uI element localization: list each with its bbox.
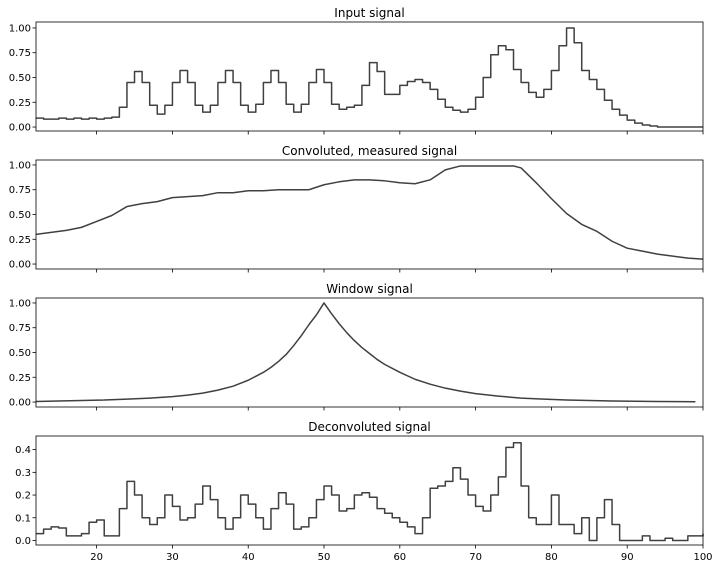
y-tick-label: 1.00	[9, 298, 31, 309]
y-tick-label: 0.3	[15, 468, 31, 479]
y-tick-label: 0.50	[9, 348, 31, 359]
chart-title: Input signal	[334, 6, 404, 20]
y-tick-label: 0.25	[9, 373, 31, 384]
chart-title: Convoluted, measured signal	[282, 144, 457, 158]
x-tick-label: 70	[469, 552, 482, 563]
y-tick-label: 0.0	[15, 536, 31, 547]
y-tick-label: 0.00	[9, 123, 31, 134]
y-tick-label: 0.75	[9, 48, 31, 59]
x-tick-label: 40	[242, 552, 255, 563]
axes-frame	[35, 159, 704, 270]
y-tick-label: 0.4	[15, 445, 31, 456]
chart-panel-3: Window signal 0.00 0.25 0.50 0.75 1.00	[9, 282, 704, 411]
chart-panel-1: Input signal 0.00 0.25 0.50 0.75 1.00	[9, 6, 704, 135]
chart-panel-4: Deconvoluted signal 0.0 0.1 0.2 0.3 0.4 20 30 40…	[15, 420, 712, 563]
x-tick-label: 90	[621, 552, 634, 563]
chart-title: Window signal	[326, 282, 413, 296]
x-tick-label: 20	[90, 552, 103, 563]
y-tick-label: 0.50	[9, 210, 31, 221]
chart-panel-2: Convoluted, measured signal 0.00 0.25 0.50 0…	[9, 144, 704, 273]
series-line-4-1	[36, 442, 704, 542]
axes-frame	[35, 435, 704, 546]
y-tick-label: 0.2	[15, 491, 31, 502]
series-line-3-1	[35, 302, 696, 403]
axes-frame	[35, 297, 704, 408]
axes-frame	[35, 21, 704, 132]
y-tick-label: 0.50	[9, 73, 31, 84]
series-line-2-1	[35, 165, 704, 260]
series-line-1-1	[36, 27, 703, 128]
x-tick-label: 60	[393, 552, 406, 563]
y-tick-label: 0.25	[9, 235, 31, 246]
x-tick-label: 100	[693, 552, 712, 563]
y-tick-label: 1.00	[9, 160, 31, 171]
y-tick-label: 0.75	[9, 323, 31, 334]
y-tick-label: 0.75	[9, 185, 31, 196]
y-tick-label: 0.00	[9, 260, 31, 271]
x-tick-label: 80	[545, 552, 558, 563]
y-tick-label: 1.00	[9, 23, 31, 34]
x-tick-label: 30	[166, 552, 179, 563]
y-tick-label: 0.1	[15, 513, 31, 524]
y-tick-label: 0.25	[9, 98, 31, 109]
chart-title: Deconvoluted signal	[308, 420, 431, 434]
y-tick-label: 0.00	[9, 398, 31, 409]
x-tick-label: 50	[318, 552, 331, 563]
